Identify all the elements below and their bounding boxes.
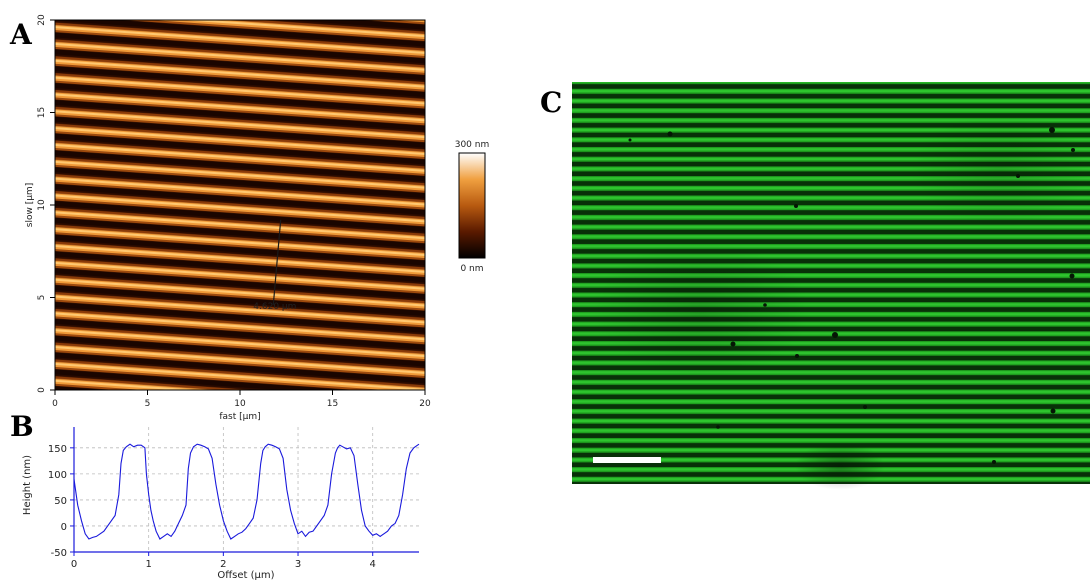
particle <box>992 460 996 464</box>
profile-x-tick-label: 2 <box>220 559 226 570</box>
particle <box>763 303 767 307</box>
particle <box>716 425 720 429</box>
height-profile-plot: 0 1 2 3 4 -50 0 50 100 150 Offset (µm) Height (n… <box>22 427 420 580</box>
panel-label-c: C <box>540 86 563 119</box>
afm-x-tick-label: 5 <box>145 399 151 409</box>
profile-y-axis: -50 0 50 100 150 <box>48 444 74 559</box>
particle <box>1071 148 1075 152</box>
scale-bar <box>593 457 661 463</box>
panel-label-b: B <box>10 410 34 443</box>
profile-y-tick-label: 100 <box>48 470 67 481</box>
particle <box>1016 174 1020 178</box>
profile-x-axis: 0 1 2 3 4 <box>71 552 376 570</box>
profile-y-tick-label: -50 <box>51 548 67 559</box>
particle <box>667 131 673 137</box>
profile-y-axis-label: Height (nm) <box>22 455 33 515</box>
measurement-line <box>272 219 282 305</box>
particles <box>628 127 1075 464</box>
profile-x-tick-label: 1 <box>145 559 151 570</box>
colorbar <box>458 152 486 259</box>
afm-y-tick-label: 0 <box>37 387 47 393</box>
particle <box>628 138 632 142</box>
dark-region-shade <box>910 110 1090 230</box>
particle <box>794 204 798 208</box>
afm-x-tick-label: 20 <box>419 399 431 409</box>
profile-y-tick-label: 150 <box>48 444 67 455</box>
profile-series-line <box>73 443 420 540</box>
afm-y-axis: 0 5 10 15 20 <box>37 14 55 393</box>
fluorescence-micrograph <box>572 82 1090 490</box>
profile-x-axis-label: Offset (µm) <box>217 570 274 580</box>
particle <box>832 332 838 338</box>
afm-y-tick-label: 20 <box>37 14 47 26</box>
colorbar-max-label: 300 nm <box>455 140 490 150</box>
profile-y-tick-label: 50 <box>54 496 67 507</box>
afm-x-tick-label: 10 <box>234 399 246 409</box>
afm-y-tick-label: 15 <box>37 107 47 118</box>
afm-x-tick-label: 0 <box>52 399 58 409</box>
profile-y-tick-label: 0 <box>61 522 67 533</box>
dark-region-shade <box>590 240 810 380</box>
profile-x-tick-label: 3 <box>295 559 301 570</box>
profile-x-tick-label: 4 <box>370 559 376 570</box>
afm-image <box>55 20 425 390</box>
afm-height-map: 4.620 µm 0 5 10 15 20 0 5 10 15 20 fast [µm] slo… <box>25 14 489 422</box>
particle <box>863 405 867 409</box>
particle <box>730 341 736 347</box>
profile-grid <box>74 427 419 552</box>
particle <box>795 354 799 358</box>
particle <box>1050 408 1056 414</box>
afm-y-axis-label: slow [µm] <box>25 183 35 227</box>
particle <box>1049 127 1055 133</box>
afm-x-tick-label: 15 <box>327 399 338 409</box>
colorbar-min-label: 0 nm <box>460 264 483 274</box>
dark-spot-shade <box>795 442 885 490</box>
afm-x-axis: 0 5 10 15 20 <box>52 390 431 409</box>
profile-x-tick-label: 0 <box>71 559 77 570</box>
afm-y-tick-label: 10 <box>37 199 47 211</box>
afm-y-tick-label: 5 <box>37 295 47 301</box>
measurement-label: 4.620 µm <box>253 302 296 312</box>
panel-label-a: A <box>10 18 32 51</box>
particle <box>1069 273 1075 279</box>
afm-x-axis-label: fast [µm] <box>219 412 260 422</box>
